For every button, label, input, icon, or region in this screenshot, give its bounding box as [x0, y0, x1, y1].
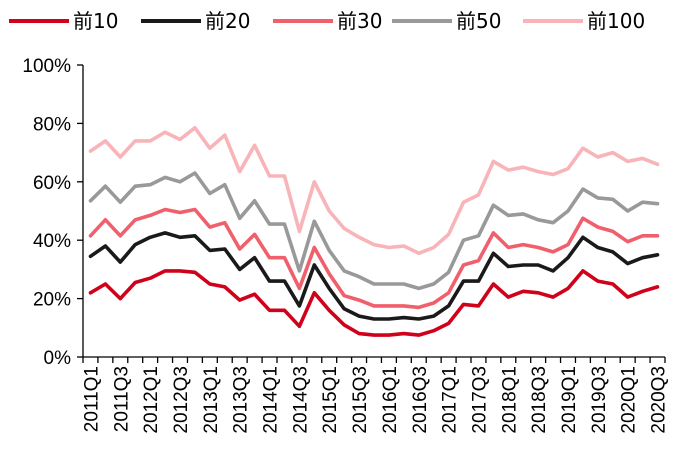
x-tick-label: 2020Q1 — [619, 366, 640, 434]
x-tick-label: 2014Q3 — [290, 366, 311, 434]
x-tick-label: 2016Q1 — [380, 366, 401, 434]
x-tick-label: 2018Q1 — [499, 366, 520, 434]
y-axis: 0% 20% 40% 60% 80% 100% — [22, 56, 84, 369]
x-tick-label: 2015Q3 — [350, 366, 371, 434]
x-tick-label: 2020Q3 — [649, 366, 670, 434]
x-tick-label: 2013Q3 — [231, 366, 252, 434]
legend-label: 前50 — [456, 9, 501, 33]
x-tick-label: 2018Q3 — [529, 366, 550, 434]
y-tick-label: 0% — [44, 348, 72, 369]
x-tick-label: 2015Q1 — [320, 366, 341, 434]
series-line-前20 — [88, 231, 660, 321]
y-tick-label: 40% — [33, 231, 71, 252]
x-tick-label: 2012Q1 — [141, 366, 162, 434]
x-tick-label: 2014Q1 — [261, 366, 282, 434]
x-tick-label: 2016Q3 — [410, 366, 431, 434]
x-axis: 2011Q1 2011Q3 2012Q1 2012Q3 2013Q1 2013Q3 2014… — [81, 356, 670, 434]
legend-label: 前10 — [73, 9, 118, 33]
x-tick-label: 2017Q1 — [440, 366, 461, 434]
x-tick-label: 2011Q3 — [111, 366, 132, 432]
x-tick-label: 2017Q3 — [469, 366, 490, 434]
y-tick-label: 100% — [22, 56, 71, 77]
legend-label: 前100 — [587, 9, 645, 33]
series-line-前10 — [88, 269, 660, 337]
x-tick-label: 2012Q3 — [171, 366, 192, 434]
series-line-前50 — [88, 171, 660, 291]
x-tick-label: 2011Q1 — [81, 366, 102, 432]
y-tick-label: 60% — [33, 173, 71, 194]
x-tick-label: 2019Q3 — [589, 366, 610, 434]
y-tick-label: 80% — [33, 114, 71, 135]
series-line-前100 — [88, 126, 660, 256]
legend: 前10 前20 前30 前50 前100 — [9, 9, 645, 33]
series-line-前30 — [88, 207, 660, 310]
legend-label: 前30 — [337, 9, 382, 33]
series-layer — [88, 126, 660, 337]
y-tick-label: 20% — [33, 290, 71, 311]
x-tick-label: 2019Q1 — [559, 366, 580, 434]
legend-label: 前20 — [205, 9, 250, 33]
x-tick-label: 2013Q1 — [201, 366, 222, 434]
